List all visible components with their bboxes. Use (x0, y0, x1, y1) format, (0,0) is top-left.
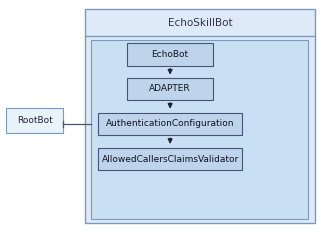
Text: RootBot: RootBot (17, 116, 52, 125)
FancyBboxPatch shape (91, 40, 308, 219)
Text: EchoBot: EchoBot (152, 50, 189, 59)
Text: EchoSkillBot: EchoSkillBot (168, 18, 232, 28)
FancyBboxPatch shape (6, 108, 63, 133)
FancyBboxPatch shape (98, 113, 242, 135)
Text: ADAPTER: ADAPTER (149, 84, 191, 93)
Text: AllowedCallersClaimsValidator: AllowedCallersClaimsValidator (101, 155, 239, 164)
FancyBboxPatch shape (127, 43, 213, 66)
FancyBboxPatch shape (98, 148, 242, 170)
FancyBboxPatch shape (85, 9, 315, 223)
FancyBboxPatch shape (127, 78, 213, 100)
Text: AuthenticationConfiguration: AuthenticationConfiguration (106, 119, 234, 129)
